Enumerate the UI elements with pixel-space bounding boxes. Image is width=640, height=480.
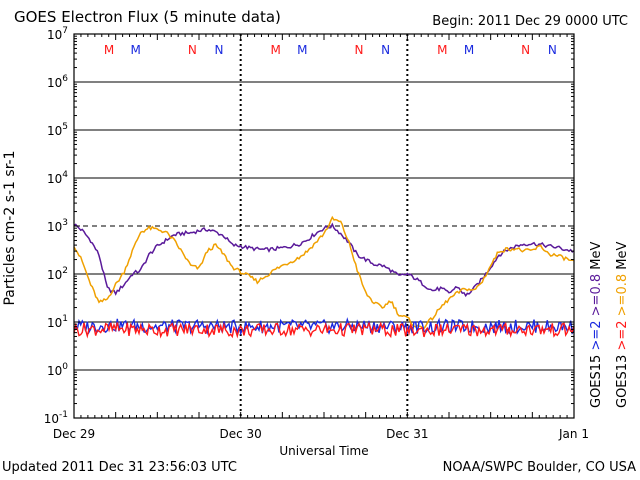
marker-label: M: [270, 43, 280, 57]
marker-label: M: [297, 43, 307, 57]
x-tick-label: Dec 29: [53, 427, 95, 441]
y-axis-label: Particles cm-2 s-1 sr-1: [2, 150, 18, 305]
x-axis-label: Universal Time: [279, 444, 368, 458]
y-tick-label: 10-1: [44, 410, 68, 426]
grid: [74, 34, 574, 418]
series-line: [73, 321, 575, 339]
legend-column: GOES15 >=2 >=0.8 MeV: [589, 242, 604, 408]
marker-label: N: [521, 43, 530, 57]
y-tick-label: 101: [47, 314, 68, 330]
marker-label: N: [215, 43, 224, 57]
marker-label: N: [381, 43, 390, 57]
marker-label: M: [104, 43, 114, 57]
marker-label: M: [464, 43, 474, 57]
series-group: [73, 215, 575, 339]
legend-column: GOES13 >=2 >=0.8 MeV: [615, 242, 630, 408]
chart-title: GOES Electron Flux (5 minute data): [14, 8, 281, 26]
marker-label: N: [188, 43, 197, 57]
series-line: [73, 215, 575, 330]
credit: NOAA/SWPC Boulder, CO USA: [442, 460, 636, 475]
legend: GOES15 >=2 >=0.8 MeV GOES13 >=2 >=0.8 MeV: [589, 242, 630, 408]
y-tick-label: 103: [47, 218, 68, 234]
y-tick-label: 105: [47, 122, 68, 138]
x-tick-label: Dec 31: [386, 427, 428, 441]
y-tick-label: 104: [47, 170, 68, 186]
y-tick-label: 106: [47, 74, 68, 90]
y-tick-label: 107: [47, 26, 68, 42]
updated-timestamp: Updated 2011 Dec 31 23:56:03 UTC: [2, 460, 237, 475]
marker-label: N: [355, 43, 364, 57]
series-line: [73, 222, 575, 298]
marker-label: M: [437, 43, 447, 57]
marker-label: M: [130, 43, 140, 57]
x-tick-label: Jan 1: [558, 427, 589, 441]
marker-label: N: [548, 43, 557, 57]
y-tick-label: 102: [47, 266, 68, 282]
series-line: [73, 317, 575, 336]
begin-date: Begin: 2011 Dec 29 0000 UTC: [432, 14, 628, 29]
y-tick-label: 100: [47, 362, 68, 378]
x-tick-label: Dec 30: [220, 427, 262, 441]
